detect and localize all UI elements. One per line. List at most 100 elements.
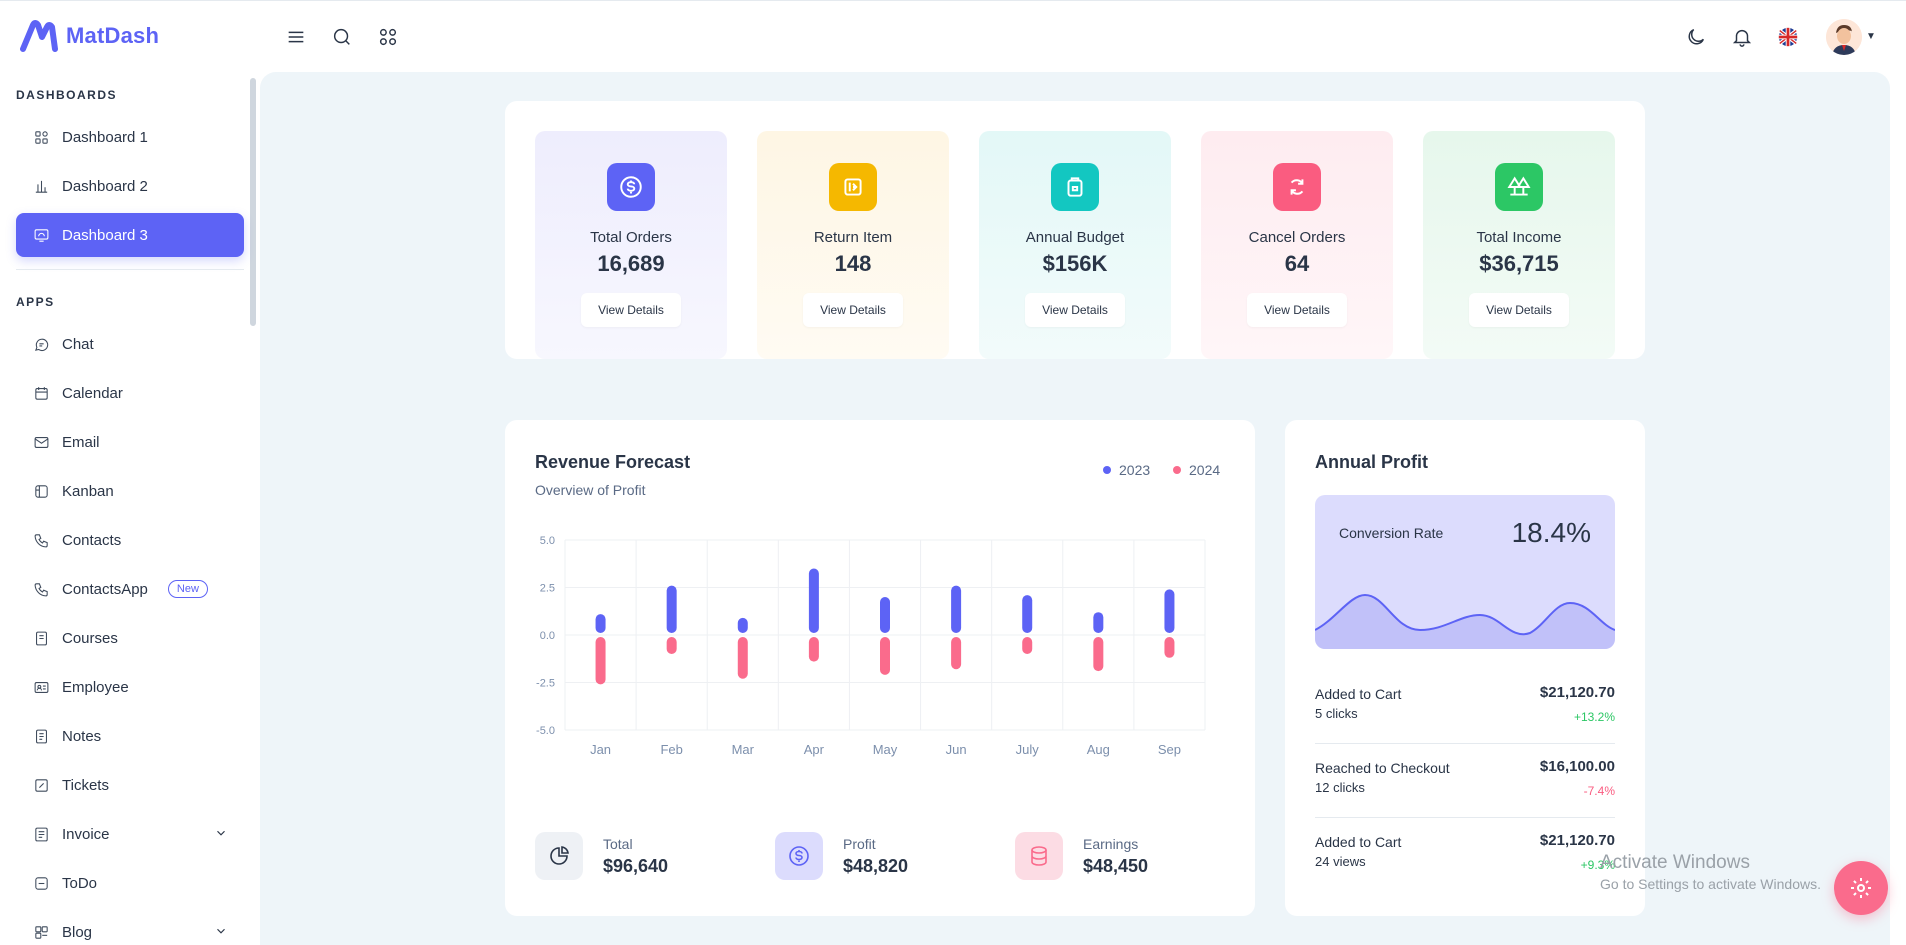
sidebar-item-employee[interactable]: Employee [16,665,244,709]
sidebar-item-notes[interactable]: Notes [16,714,244,758]
stat-value: 64 [1284,251,1310,276]
x-tick-label: July [1016,742,1040,757]
sidebar-item-label: Contacts [62,531,122,549]
apps-grid-icon[interactable] [376,25,400,49]
sidebar-item-label: ToDo [62,874,98,892]
sidebar-item-dashboard-3[interactable]: Dashboard 3 [16,213,244,257]
settings-fab[interactable] [1834,861,1888,915]
sidebar-item-calendar[interactable]: Calendar [16,371,244,415]
view-details-button[interactable]: View Details [1025,293,1125,327]
legend-item-2023[interactable]: 2023 [1103,462,1150,478]
sidebar-scrollbar[interactable] [250,78,256,326]
profit-row-sub: 24 views [1315,854,1366,869]
sidebar-item-dashboard-2[interactable]: Dashboard 2 [16,164,244,208]
stat-return-item: Return Item 148 View Details [757,131,949,359]
sidebar-item-label: Blog [62,923,93,941]
footer-stat-profit: Profit $48,820 [775,832,908,880]
dark-mode-icon[interactable] [1684,25,1708,49]
refresh-icon [1273,163,1321,211]
sidebar-item-label: Invoice [62,825,110,843]
card-subtitle: Overview of Profit [535,482,646,498]
user-avatar[interactable] [1826,19,1862,55]
blog-icon [32,923,50,941]
sidebar-item-contacts[interactable]: Contacts [16,518,244,562]
sidebar-item-invoice[interactable]: Invoice [16,812,244,856]
stat-value: 16,689 [597,251,665,276]
sidebar-item-courses[interactable]: Courses [16,616,244,660]
y-tick-label: 5.0 [540,535,555,547]
search-icon[interactable] [330,25,354,49]
profit-row: Added to Cart 5 clicks $21,120.70 +13.2% [1315,670,1615,744]
bar-2024 [595,637,606,685]
bar-2024 [1022,637,1033,654]
x-tick-label: Jan [590,742,611,757]
sidebar-item-email[interactable]: Email [16,420,244,464]
x-tick-label: Sep [1158,742,1181,757]
main-content: Total Orders 16,689 View Details Return … [260,72,1890,945]
view-details-button[interactable]: View Details [1469,293,1569,327]
legend-label: 2024 [1189,462,1221,478]
y-tick-label: -2.5 [536,678,555,690]
language-flag-icon[interactable] [1776,25,1800,49]
footer-stat-label: Earnings [1083,835,1139,852]
conversion-sparkline [1315,593,1615,649]
stat-total-income: Total Income $36,715 View Details [1423,131,1615,359]
bar-2023 [595,614,606,633]
view-details-button[interactable]: View Details [581,293,681,327]
bar-2023 [1164,589,1175,633]
sidebar-item-chat[interactable]: Chat [16,322,244,366]
stat-annual-budget: Annual Budget $156K View Details [979,131,1171,359]
sidebar-item-todo[interactable]: ToDo [16,861,244,905]
section-title-dashboards: DASHBOARDS [16,88,118,102]
sidebar-item-blog[interactable]: Blog [16,910,244,945]
footer-stat-value: $48,450 [1083,855,1149,876]
sidebar-item-label: Dashboard 3 [62,226,148,244]
bar-2023 [808,568,819,633]
profit-row-amount: $21,120.70 [1539,684,1615,701]
bar-2024 [808,637,819,662]
return-icon [829,163,877,211]
email-icon [32,433,50,451]
y-tick-label: 0.0 [540,630,555,642]
view-details-button[interactable]: View Details [1247,293,1347,327]
card-title: Revenue Forecast [535,452,691,472]
x-tick-label: Jun [946,742,967,757]
chevron-down-icon[interactable] [214,826,228,840]
topbar: MatDash [0,0,1906,72]
annual-profit-card: Annual Profit Conversion Rate 18.4% Adde… [1285,420,1645,916]
stat-value: 148 [834,251,872,276]
sidebar-item-contactsapp[interactable]: ContactsApp New [16,567,244,611]
legend-item-2024[interactable]: 2024 [1173,462,1220,478]
view-details-button[interactable]: View Details [803,293,903,327]
profit-row-sub: 12 clicks [1315,780,1365,795]
stat-total-orders: Total Orders 16,689 View Details [535,131,727,359]
dollar-icon [775,832,823,880]
sidebar-item-kanban[interactable]: Kanban [16,469,244,513]
notification-bell-icon[interactable] [1730,25,1754,49]
invoice-icon [32,825,50,843]
chevron-down-icon[interactable]: ▼ [1866,31,1876,42]
book-icon [32,629,50,647]
phone-icon [32,580,50,598]
bar-2024 [1093,637,1104,672]
bar-2024 [880,637,890,675]
bar-2023 [666,585,677,633]
logo-icon [20,20,58,52]
stat-label: Annual Budget [1025,229,1125,246]
profit-row-amount: $21,120.70 [1539,832,1615,849]
windows-watermark-subtitle: Go to Settings to activate Windows. [1600,876,1821,892]
brand-logo[interactable]: MatDash [20,19,159,53]
sidebar-item-label: Dashboard 2 [62,177,148,195]
sidebar-item-label: ContactsApp [62,580,148,598]
gear-icon [1851,878,1871,898]
bar-2023 [880,597,890,633]
conversion-label: Conversion Rate [1339,525,1444,541]
profit-row: Reached to Checkout 12 clicks $16,100.00… [1315,744,1615,818]
sidebar-item-label: Notes [62,727,102,745]
chevron-down-icon[interactable] [214,924,228,938]
sidebar-item-tickets[interactable]: Tickets [16,763,244,807]
sidebar-item-dashboard-1[interactable]: Dashboard 1 [16,115,244,159]
footer-stat-value: $96,640 [603,855,669,876]
menu-toggle-icon[interactable] [284,25,308,49]
todo-icon [32,874,50,892]
